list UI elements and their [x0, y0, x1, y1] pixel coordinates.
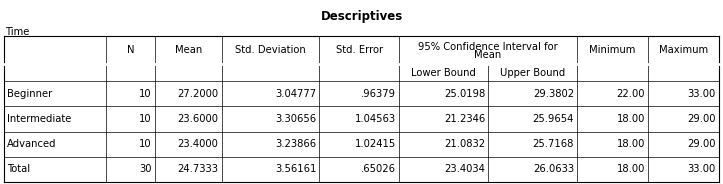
- Text: 33.00: 33.00: [688, 89, 716, 99]
- Text: Total: Total: [7, 164, 30, 174]
- Text: 18.00: 18.00: [617, 139, 645, 149]
- Text: 3.04777: 3.04777: [275, 89, 316, 99]
- Text: 1.04563: 1.04563: [355, 114, 396, 124]
- Text: 25.9654: 25.9654: [533, 114, 574, 124]
- Text: 1.02415: 1.02415: [355, 139, 396, 149]
- Text: 30: 30: [140, 164, 152, 174]
- Text: 25.0198: 25.0198: [444, 89, 485, 99]
- Text: 21.0832: 21.0832: [444, 139, 485, 149]
- Text: 33.00: 33.00: [688, 164, 716, 174]
- Text: 3.30656: 3.30656: [275, 114, 316, 124]
- Text: 23.4034: 23.4034: [444, 164, 485, 174]
- Text: 29.00: 29.00: [688, 139, 716, 149]
- Text: 27.2000: 27.2000: [177, 89, 218, 99]
- Text: 3.56161: 3.56161: [275, 164, 316, 174]
- Text: 10: 10: [140, 114, 152, 124]
- Text: Upper Bound: Upper Bound: [500, 68, 565, 77]
- Text: 24.7333: 24.7333: [178, 164, 218, 174]
- Text: Std. Error: Std. Error: [335, 45, 383, 55]
- Text: .96379: .96379: [362, 89, 396, 99]
- Text: 25.7168: 25.7168: [533, 139, 574, 149]
- Text: Mean: Mean: [474, 49, 502, 59]
- Text: 10: 10: [140, 89, 152, 99]
- Text: Intermediate: Intermediate: [7, 114, 72, 124]
- Text: 18.00: 18.00: [617, 164, 645, 174]
- Text: 29.3802: 29.3802: [533, 89, 574, 99]
- Text: .65026: .65026: [362, 164, 396, 174]
- Text: 18.00: 18.00: [617, 114, 645, 124]
- Text: Descriptives: Descriptives: [320, 10, 403, 23]
- Text: N: N: [127, 45, 134, 55]
- Text: Advanced: Advanced: [7, 139, 56, 149]
- Text: Beginner: Beginner: [7, 89, 52, 99]
- Text: Maximum: Maximum: [659, 45, 708, 55]
- Text: Time: Time: [5, 27, 30, 37]
- Text: 23.4000: 23.4000: [178, 139, 218, 149]
- Text: 3.23866: 3.23866: [275, 139, 316, 149]
- Text: 21.2346: 21.2346: [444, 114, 485, 124]
- Text: Mean: Mean: [175, 45, 202, 55]
- Text: 10: 10: [140, 139, 152, 149]
- Text: 95% Confidence Interval for: 95% Confidence Interval for: [418, 42, 558, 52]
- Text: 23.6000: 23.6000: [178, 114, 218, 124]
- Text: Std. Deviation: Std. Deviation: [235, 45, 306, 55]
- Text: 22.00: 22.00: [617, 89, 645, 99]
- Text: Lower Bound: Lower Bound: [411, 68, 476, 77]
- Text: Minimum: Minimum: [589, 45, 636, 55]
- Text: 29.00: 29.00: [688, 114, 716, 124]
- Text: 26.0633: 26.0633: [533, 164, 574, 174]
